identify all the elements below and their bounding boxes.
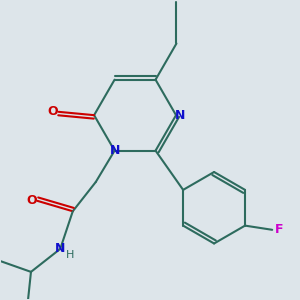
Text: N: N [110, 144, 120, 157]
Text: H: H [66, 250, 74, 260]
Text: O: O [47, 105, 58, 118]
Text: O: O [26, 194, 37, 207]
Text: N: N [55, 242, 65, 255]
Text: N: N [175, 109, 185, 122]
Text: F: F [275, 223, 284, 236]
